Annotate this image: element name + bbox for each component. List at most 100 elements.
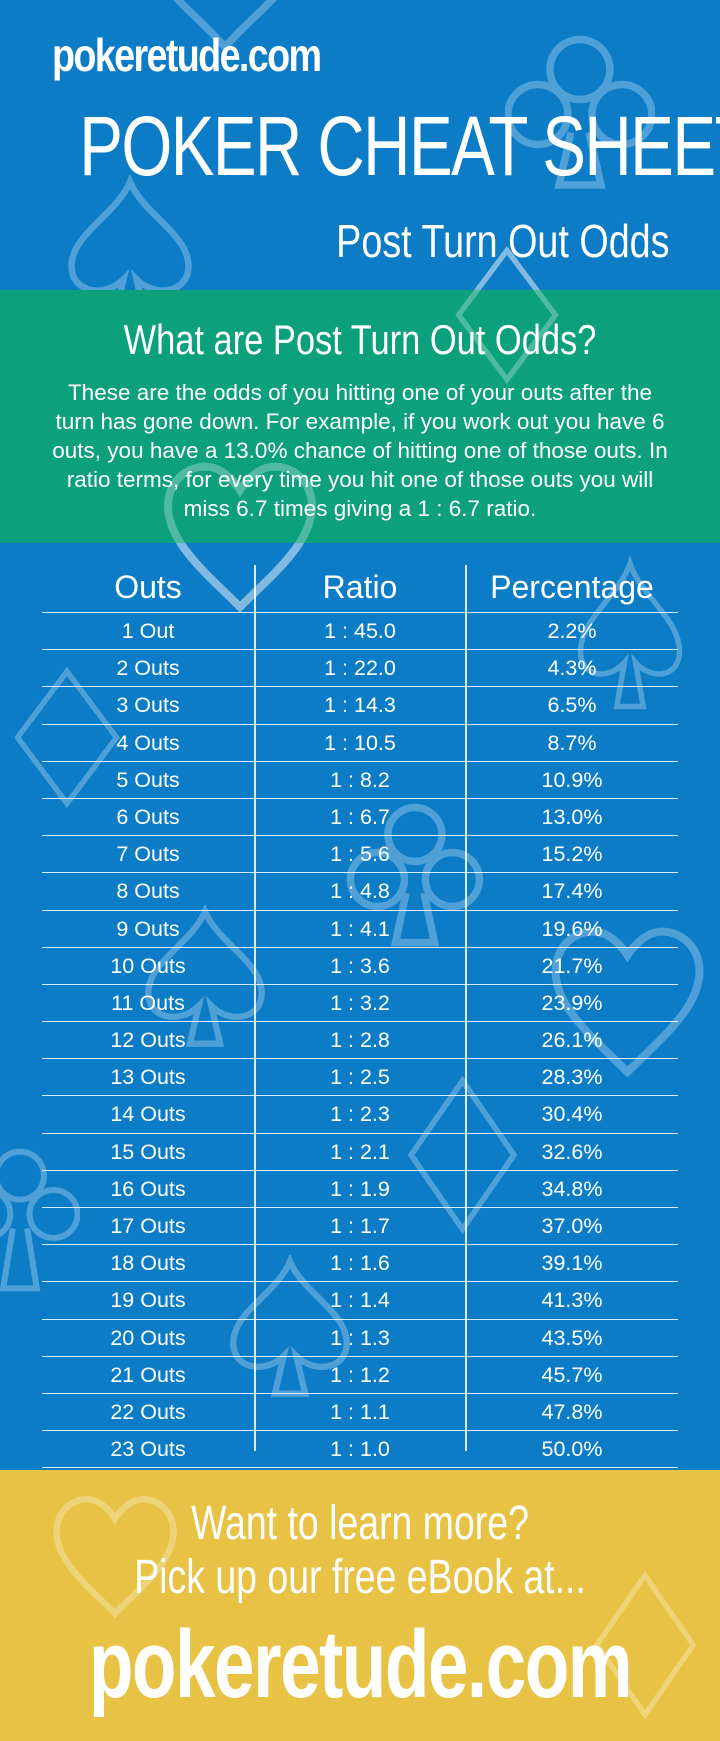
table-row: 3 Outs 1 : 14.3 6.5% <box>42 687 678 725</box>
cell-ratio: 1 : 5.6 <box>330 842 390 867</box>
footer: Want to learn more? Pick up our free eBo… <box>0 1470 720 1741</box>
cell-ratio: 1 : 1.9 <box>330 1176 390 1201</box>
cell-percentage: 43.5% <box>541 1325 603 1350</box>
footer-site-link[interactable]: pokeretude.com <box>88 1611 633 1718</box>
table-header: Outs Ratio Percentage <box>42 565 678 613</box>
cell-percentage: 50.0% <box>541 1437 603 1462</box>
cell-percentage: 45.7% <box>541 1362 603 1387</box>
intro-text: These are the odds of you hitting one of… <box>52 380 668 521</box>
cell-ratio: 1 : 22.0 <box>324 656 396 681</box>
cell-percentage: 30.4% <box>541 1102 603 1127</box>
cell-percentage: 23.9% <box>541 990 603 1015</box>
cell-percentage: 32.6% <box>541 1139 603 1164</box>
table-row: 21 Outs 1 : 1.2 45.7% <box>42 1357 678 1394</box>
table-row: 16 Outs 1 : 1.9 34.8% <box>42 1171 678 1208</box>
table-row: 7 Outs 1 : 5.6 15.2% <box>42 836 678 874</box>
cell-percentage: 17.4% <box>541 879 603 904</box>
cell-percentage: 2.2% <box>547 619 597 643</box>
cell-outs: 17 Outs <box>110 1214 186 1238</box>
cell-percentage: 4.3% <box>547 656 597 681</box>
cell-outs: 22 Outs <box>110 1399 186 1424</box>
table-row: 2 Outs 1 : 22.0 4.3% <box>42 650 678 688</box>
table-row: 8 Outs 1 : 4.8 17.4% <box>42 873 678 911</box>
cell-percentage: 41.3% <box>541 1288 603 1313</box>
table-row: 22 Outs 1 : 1.1 47.8% <box>42 1394 678 1432</box>
intro-section: What are Post Turn Out Odds? These are t… <box>0 245 720 613</box>
cell-outs: 12 Outs <box>110 1028 186 1053</box>
table-row: 23 Outs 1 : 1.0 50.0% <box>42 1431 678 1469</box>
cell-ratio: 1 : 1.6 <box>330 1251 390 1276</box>
cell-outs: 16 Outs <box>110 1176 186 1201</box>
column-divider <box>254 565 256 1451</box>
cell-percentage: 15.2% <box>541 842 603 867</box>
cell-percentage: 26.1% <box>541 1028 603 1053</box>
cell-ratio: 1 : 6.7 <box>330 804 390 829</box>
page-title: POKER CHEAT SHEET <box>79 99 720 193</box>
cell-ratio: 1 : 1.4 <box>330 1288 390 1313</box>
cell-ratio: 1 : 2.5 <box>330 1065 390 1090</box>
cell-outs: 6 Outs <box>116 804 180 829</box>
odds-table: Outs Ratio Percentage 1 Out 1 : 45.0 2.2% 2… <box>42 565 678 1469</box>
cell-outs: 7 Outs <box>116 842 180 867</box>
cell-outs: 21 Outs <box>110 1362 186 1387</box>
cell-percentage: 13.0% <box>541 804 603 829</box>
cell-outs: 5 Outs <box>116 767 180 792</box>
table-row: 12 Outs 1 : 2.8 26.1% <box>42 1022 678 1060</box>
cta-line-1: Want to learn more? <box>191 1497 529 1550</box>
table-row: 6 Outs 1 : 6.7 13.0% <box>42 799 678 837</box>
cell-percentage: 10.9% <box>541 767 603 792</box>
column-divider <box>465 565 467 1451</box>
cell-ratio: 1 : 1.7 <box>330 1214 390 1238</box>
table-row: 9 Outs 1 : 4.1 19.6% <box>42 911 678 948</box>
table-row: 15 Outs 1 : 2.1 32.6% <box>42 1134 678 1171</box>
cell-ratio: 1 : 45.0 <box>324 619 396 643</box>
cell-outs: 11 Outs <box>111 990 185 1015</box>
table-row: 18 Outs 1 : 1.6 39.1% <box>42 1245 678 1283</box>
header-ratio: Ratio <box>322 569 398 605</box>
cell-ratio: 1 : 1.1 <box>330 1399 390 1424</box>
cell-outs: 20 Outs <box>110 1325 186 1350</box>
cell-outs: 18 Outs <box>110 1251 186 1276</box>
cell-outs: 15 Outs <box>110 1139 186 1164</box>
page-subtitle: Post Turn Out Odds <box>336 215 670 267</box>
cta-line-2: Pick up our free eBook at... <box>134 1551 586 1604</box>
cell-ratio: 1 : 14.3 <box>324 693 396 718</box>
cell-ratio: 1 : 2.3 <box>330 1102 390 1127</box>
table-row: 17 Outs 1 : 1.7 37.0% <box>42 1208 678 1246</box>
cell-ratio: 1 : 1.2 <box>330 1362 390 1387</box>
header: pokeretude.com POKER CHEAT SHEET Post Tu… <box>0 0 720 290</box>
table-row: 4 Outs 1 : 10.5 8.7% <box>42 725 678 762</box>
cell-ratio: 1 : 4.1 <box>330 916 390 941</box>
cell-percentage: 19.6% <box>541 916 603 941</box>
cell-percentage: 21.7% <box>541 953 603 978</box>
cell-percentage: 47.8% <box>541 1399 603 1424</box>
table-body: 1 Out 1 : 45.0 2.2% 2 Outs 1 : 22.0 4.3% 3 Out… <box>42 613 678 1469</box>
header-percentage: Percentage <box>490 569 654 605</box>
cell-percentage: 34.8% <box>541 1176 603 1201</box>
cell-percentage: 6.5% <box>547 693 597 718</box>
cell-outs: 4 Outs <box>116 730 180 755</box>
table-row: 11 Outs 1 : 3.2 23.9% <box>42 985 678 1023</box>
site-name[interactable]: pokeretude.com <box>52 29 322 81</box>
cell-ratio: 1 : 1.0 <box>330 1437 390 1462</box>
table-row: 19 Outs 1 : 1.4 41.3% <box>42 1282 678 1320</box>
cell-ratio: 1 : 3.2 <box>330 990 390 1015</box>
cell-ratio: 1 : 8.2 <box>330 767 390 792</box>
cell-outs: 10 Outs <box>110 953 186 978</box>
header-outs: Outs <box>114 569 182 605</box>
table-row: 1 Out 1 : 45.0 2.2% <box>42 613 678 651</box>
cell-percentage: 37.0% <box>541 1214 603 1238</box>
cell-percentage: 39.1% <box>541 1251 603 1276</box>
cell-percentage: 28.3% <box>541 1065 603 1090</box>
cell-outs: 1 Out <box>121 619 175 643</box>
cell-percentage: 8.7% <box>547 730 597 755</box>
intro-heading: What are Post Turn Out Odds? <box>123 316 597 363</box>
cell-outs: 19 Outs <box>110 1288 186 1313</box>
cell-outs: 14 Outs <box>110 1102 186 1127</box>
cell-outs: 23 Outs <box>110 1437 186 1462</box>
cell-outs: 2 Outs <box>116 656 180 681</box>
cell-ratio: 1 : 4.8 <box>330 879 390 904</box>
cell-ratio: 1 : 3.6 <box>330 953 390 978</box>
cell-outs: 9 Outs <box>116 916 180 941</box>
